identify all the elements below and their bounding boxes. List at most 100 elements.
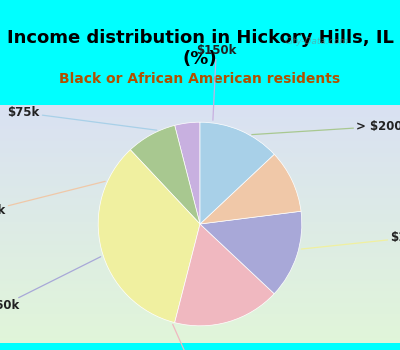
Text: $40k: $40k — [0, 181, 105, 217]
Bar — [0, 176, 400, 179]
Bar — [0, 236, 400, 238]
Bar — [0, 300, 400, 302]
Bar — [0, 172, 400, 174]
Bar — [0, 164, 400, 167]
Bar — [0, 265, 400, 267]
Bar — [0, 141, 400, 143]
Bar — [0, 272, 400, 274]
Bar — [0, 169, 400, 172]
Bar — [0, 298, 400, 300]
Bar — [0, 238, 400, 241]
Text: Black or African American residents: Black or African American residents — [60, 72, 340, 86]
Bar — [0, 134, 400, 136]
Bar — [0, 198, 400, 200]
Bar — [0, 143, 400, 146]
Bar — [0, 126, 400, 129]
Bar — [0, 341, 400, 343]
Bar — [0, 281, 400, 284]
Text: $60k: $60k — [0, 257, 101, 312]
Bar — [0, 245, 400, 248]
Bar — [0, 307, 400, 310]
Bar — [0, 326, 400, 329]
Bar — [0, 122, 400, 124]
Bar — [0, 195, 400, 198]
Bar — [0, 276, 400, 279]
Wedge shape — [130, 125, 200, 224]
Bar — [0, 253, 400, 255]
Bar — [0, 319, 400, 322]
Bar — [0, 260, 400, 262]
Bar — [0, 255, 400, 257]
Bar — [0, 138, 400, 141]
Bar — [0, 186, 400, 188]
Bar — [0, 217, 400, 219]
Bar — [0, 229, 400, 231]
Text: $100k: $100k — [301, 231, 400, 249]
Wedge shape — [175, 224, 274, 326]
Bar — [0, 215, 400, 217]
Bar — [0, 222, 400, 224]
Text: Income distribution in Hickory Hills, IL
(%): Income distribution in Hickory Hills, IL… — [6, 29, 394, 68]
Bar — [0, 224, 400, 226]
Bar — [0, 110, 400, 112]
Bar — [0, 290, 400, 293]
Bar — [0, 146, 400, 148]
Bar — [0, 114, 400, 117]
Text: $30k: $30k — [173, 324, 230, 350]
Bar — [0, 305, 400, 307]
Bar — [0, 314, 400, 317]
Bar — [0, 336, 400, 338]
Bar — [0, 284, 400, 286]
Bar — [0, 243, 400, 245]
Bar — [0, 188, 400, 191]
Bar — [0, 286, 400, 288]
Bar — [0, 288, 400, 290]
Bar — [0, 233, 400, 236]
Bar — [0, 338, 400, 341]
Bar — [0, 295, 400, 298]
Bar — [0, 310, 400, 312]
Bar — [0, 312, 400, 314]
Bar — [0, 112, 400, 114]
Bar — [0, 155, 400, 158]
Wedge shape — [200, 211, 302, 294]
Text: $75k: $75k — [7, 106, 157, 130]
Bar — [0, 210, 400, 212]
Bar — [0, 241, 400, 243]
Bar — [0, 160, 400, 162]
Bar — [0, 322, 400, 324]
Text: $150k: $150k — [196, 44, 236, 120]
Bar — [0, 150, 400, 153]
Bar — [0, 158, 400, 160]
Bar — [0, 248, 400, 250]
Bar — [0, 226, 400, 229]
Bar — [0, 174, 400, 176]
Bar — [0, 191, 400, 193]
Bar — [0, 331, 400, 334]
Bar — [0, 334, 400, 336]
Wedge shape — [175, 122, 200, 224]
Bar — [0, 200, 400, 203]
Bar — [0, 162, 400, 164]
Bar — [0, 129, 400, 131]
Bar — [0, 148, 400, 150]
Bar — [0, 183, 400, 186]
Text: > $200k: > $200k — [252, 120, 400, 135]
Bar — [0, 250, 400, 253]
Wedge shape — [200, 154, 301, 224]
Bar — [0, 205, 400, 207]
Wedge shape — [98, 150, 200, 323]
Bar — [0, 324, 400, 326]
Bar — [0, 105, 400, 107]
Bar — [0, 293, 400, 295]
Bar — [0, 136, 400, 138]
Bar — [0, 124, 400, 126]
Bar — [0, 279, 400, 281]
Bar — [0, 257, 400, 260]
Bar — [0, 269, 400, 272]
Bar — [0, 119, 400, 122]
Bar — [0, 207, 400, 210]
Bar — [0, 117, 400, 119]
Bar — [0, 179, 400, 181]
Bar — [0, 212, 400, 215]
